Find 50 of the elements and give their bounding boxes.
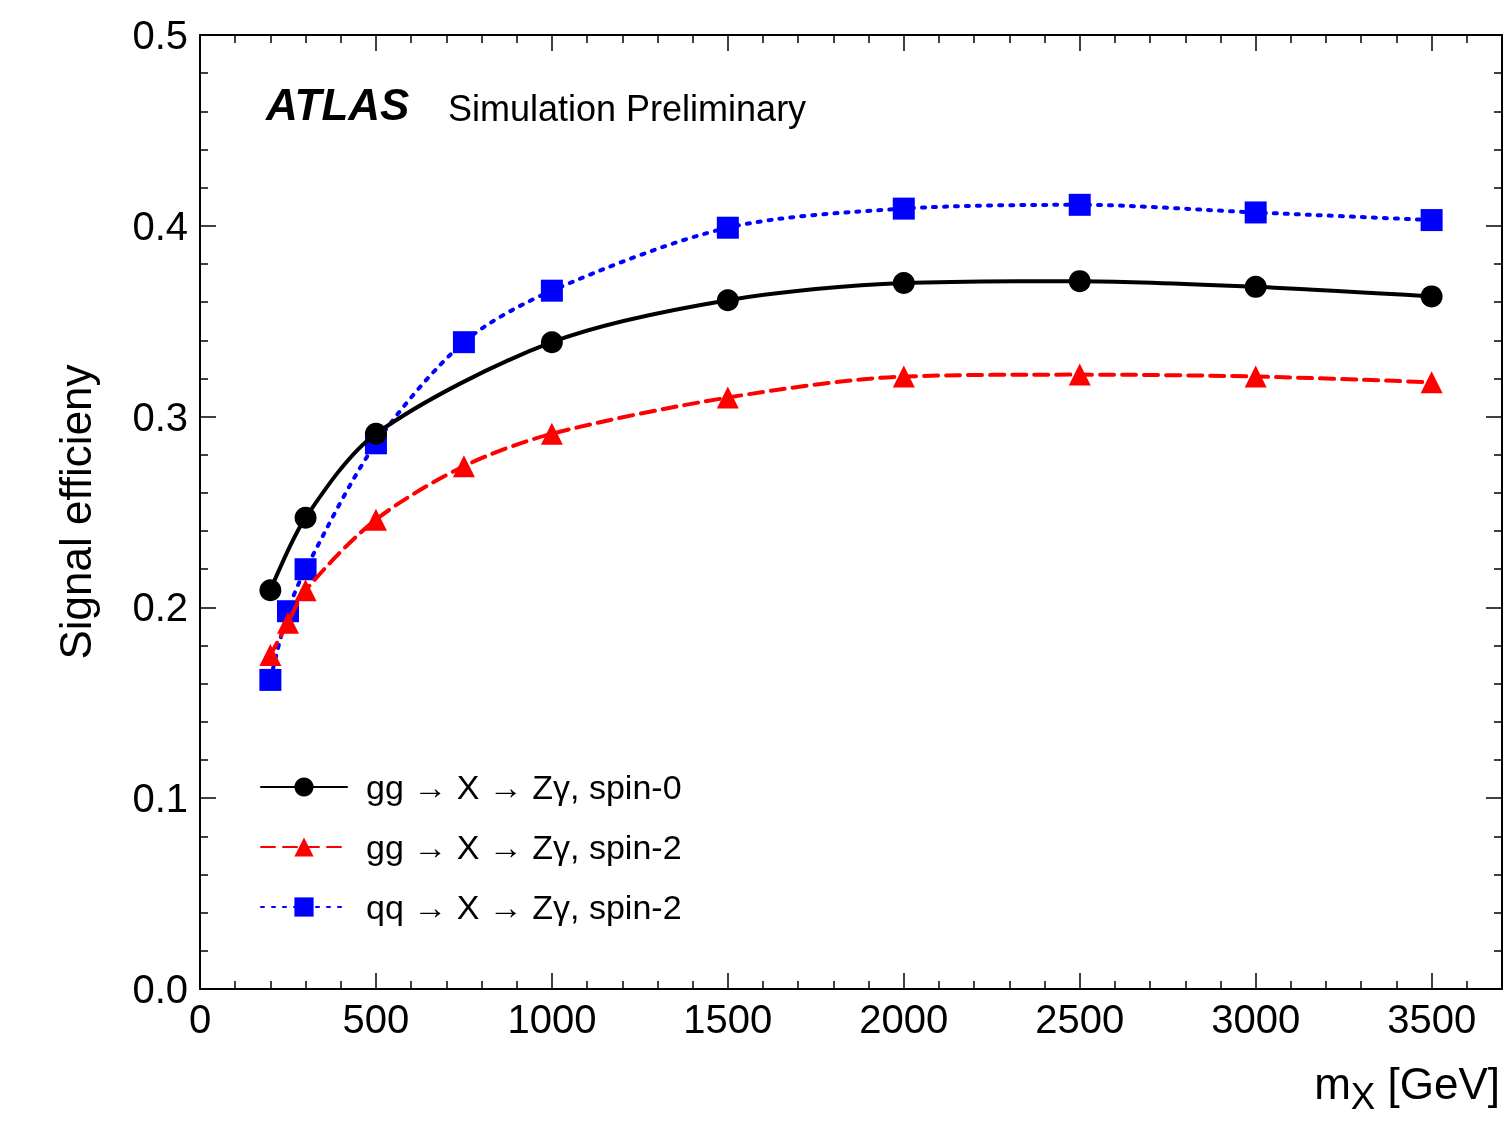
point — [259, 579, 282, 602]
point — [1244, 275, 1267, 298]
point — [1420, 209, 1443, 232]
y-tick-label: 0.5 — [132, 13, 188, 57]
x-tick-label: 3000 — [1211, 997, 1301, 1041]
point — [259, 644, 282, 667]
y-tick-label: 0.4 — [132, 203, 188, 248]
point — [294, 506, 317, 529]
x-tick-label: 1500 — [683, 997, 773, 1041]
legend-label: gg → X → Zγ, spin-2 — [366, 828, 682, 866]
x-tick-label: 2500 — [1035, 997, 1125, 1041]
x-tick-label: 0 — [188, 997, 212, 1041]
point — [364, 508, 387, 531]
x-tick-label: 3500 — [1387, 997, 1477, 1041]
point — [1068, 363, 1091, 386]
point — [452, 455, 475, 478]
point — [716, 386, 739, 409]
point — [1244, 365, 1267, 388]
legend-label: qq → X → Zγ, spin-2 — [366, 888, 682, 926]
point — [716, 289, 739, 312]
y-tick-label: 0.0 — [132, 967, 188, 1011]
point — [1420, 285, 1443, 308]
y-axis-title: Signal efficieny — [50, 364, 100, 660]
point — [452, 331, 475, 354]
point — [892, 365, 915, 388]
x-tick-label: 500 — [342, 997, 410, 1041]
point — [892, 272, 915, 295]
point — [892, 197, 915, 220]
point — [1244, 201, 1267, 224]
y-tick-label: 0.3 — [132, 394, 188, 439]
x-axis-title: m$_{X}$ [GeV] — [1314, 1059, 1500, 1117]
point — [540, 422, 563, 445]
point — [276, 611, 299, 634]
point — [540, 279, 563, 302]
annotation: Simulation Preliminary — [448, 87, 807, 129]
x-tick-label: 2000 — [859, 997, 949, 1041]
y-tick-label: 0.1 — [132, 776, 188, 821]
point — [1068, 193, 1091, 216]
point — [540, 331, 563, 354]
point — [1420, 371, 1443, 394]
annotation: ATLAS — [265, 79, 410, 129]
point — [294, 579, 317, 602]
point — [1068, 270, 1091, 293]
point — [259, 668, 282, 691]
legend-label: gg → X → Zγ, spin-0 — [366, 768, 682, 806]
x-tick-label: 1000 — [507, 997, 597, 1041]
point — [364, 422, 387, 445]
point — [716, 216, 739, 239]
y-tick-label: 0.2 — [132, 585, 188, 630]
point — [294, 558, 317, 581]
